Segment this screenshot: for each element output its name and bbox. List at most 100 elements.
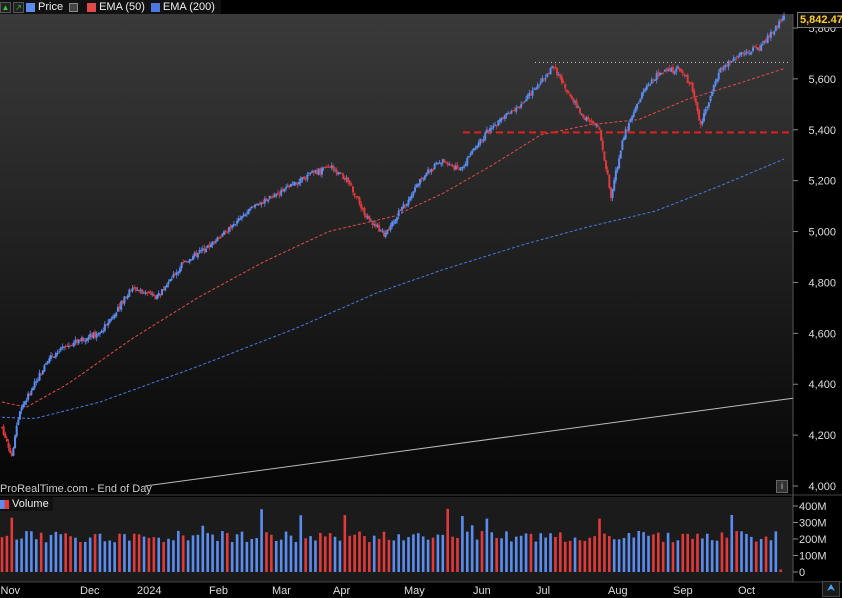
volume-bar (715, 540, 719, 572)
candle-body (126, 295, 129, 299)
candle-body (85, 338, 88, 341)
candle-body (353, 193, 356, 196)
candle-body (113, 315, 116, 318)
menu-icon (69, 2, 79, 12)
volume-bar (642, 532, 645, 572)
candle-body (644, 88, 647, 91)
candle-body (564, 84, 567, 89)
volume-bars (0, 508, 783, 572)
candle-body (2, 426, 5, 435)
candle-body (146, 292, 149, 294)
candle-body (374, 223, 377, 227)
price-tick-label: 4,600 (808, 328, 836, 340)
candle-body (324, 166, 327, 168)
candle-body (394, 219, 397, 224)
candle-body (587, 117, 590, 120)
candle-body (249, 208, 252, 211)
candle-body (689, 82, 692, 84)
legend-ema50[interactable]: EMA (50) (87, 1, 145, 13)
candle-body (311, 170, 314, 173)
volume-bar (578, 540, 582, 572)
collapse-icon[interactable]: ▲ (0, 1, 11, 13)
candle-body (511, 109, 514, 111)
candle-body (247, 209, 250, 215)
candle-body (87, 336, 90, 340)
candle-body (414, 187, 417, 192)
price-tick-label: 5,000 (808, 227, 836, 239)
candle-body (433, 163, 436, 170)
candle-body (534, 88, 537, 90)
candle-body (208, 244, 211, 248)
candle-body (688, 82, 691, 84)
support-trendline (144, 397, 794, 487)
candle-body (267, 199, 270, 202)
legend-price[interactable]: Price (26, 1, 63, 13)
candle-body (683, 74, 686, 76)
candle-body (289, 183, 292, 187)
candle-body (258, 202, 261, 205)
candle-body (376, 225, 379, 228)
volume-bar (206, 533, 210, 572)
candle-body (631, 115, 634, 121)
info-icon[interactable]: i (776, 480, 788, 493)
candle-body (489, 128, 492, 132)
volume-bar (167, 538, 170, 572)
candle-body (61, 347, 64, 349)
candle-body (46, 361, 49, 364)
candle-body (227, 227, 230, 232)
legend-menu[interactable] (69, 2, 81, 12)
candle-body (244, 214, 247, 216)
scroll-up-icon[interactable]: ⮝ (822, 581, 840, 597)
volume-bar (598, 518, 601, 572)
candle-body (49, 355, 52, 359)
candle-body (755, 46, 758, 48)
candle-body (536, 85, 539, 90)
candle-body (185, 261, 188, 263)
volume-bar (696, 533, 699, 572)
candle-body (232, 224, 235, 226)
candle-body (614, 170, 617, 181)
volume-bar (500, 538, 503, 572)
candle-body (580, 113, 583, 115)
volume-bar (720, 532, 724, 572)
candle-body (459, 167, 462, 171)
volume-bar (0, 537, 4, 572)
volume-bar (387, 539, 391, 572)
candle-body (342, 173, 345, 179)
candle-body (686, 74, 689, 83)
candle-body (505, 113, 508, 116)
candle-body (188, 258, 191, 262)
candle-body (103, 324, 106, 331)
candle-body (458, 169, 461, 171)
ema50-line (1, 68, 785, 408)
candle-body (387, 228, 390, 230)
candle-body (149, 291, 152, 294)
candle-body (356, 196, 359, 198)
candle-body (415, 184, 418, 188)
volume-bar (402, 540, 405, 572)
volume-bar (573, 537, 577, 572)
candle-body (133, 287, 136, 289)
candle-body (402, 204, 405, 209)
candle-body (33, 381, 36, 388)
candle-body (753, 46, 756, 48)
ema200-line (1, 158, 785, 419)
volume-bar (230, 542, 234, 572)
last-price-tag: 5,842.47 (797, 12, 842, 28)
candle-body (618, 158, 621, 169)
trend-up-icon[interactable]: ↗ (13, 1, 24, 13)
candle-body (498, 119, 501, 122)
volume-bar (15, 539, 18, 572)
volume-bar (363, 535, 366, 572)
volume-bar (519, 535, 523, 572)
legend-ema200[interactable]: EMA (200) (150, 1, 215, 13)
volume-legend[interactable]: Volume (0, 497, 53, 511)
candle-body (276, 192, 279, 194)
volume-bar (740, 531, 743, 572)
candle-body (701, 121, 704, 124)
candle-body (205, 248, 208, 252)
volume-bar (603, 533, 606, 572)
candle-body (420, 177, 423, 180)
candle-body (15, 425, 18, 437)
volume-bar (201, 525, 205, 572)
